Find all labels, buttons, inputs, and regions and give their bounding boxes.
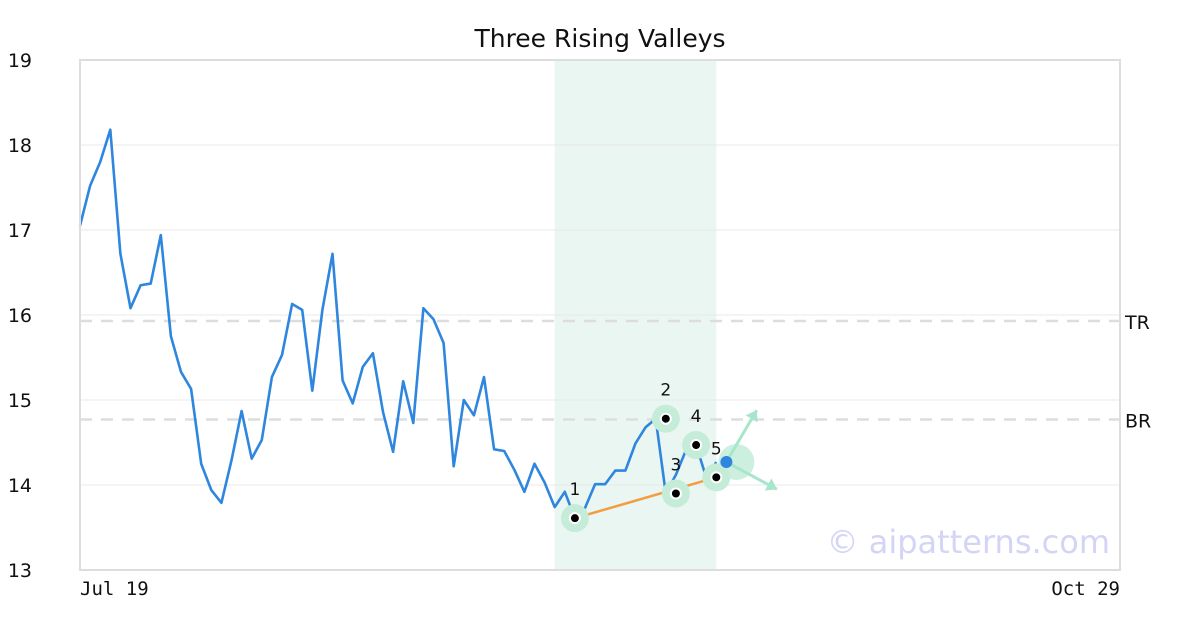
chart-title: Three Rising Valleys [474, 24, 726, 53]
y-tick-label: 19 [8, 50, 32, 72]
last-price-dot [720, 456, 733, 469]
point-label: 2 [660, 381, 671, 401]
level-label: BR [1125, 411, 1151, 433]
y-tick-label: 14 [8, 475, 32, 497]
point-marker [690, 439, 703, 452]
y-tick-label: 13 [8, 560, 32, 582]
y-tick-label: 15 [8, 390, 32, 412]
point-marker [568, 512, 581, 525]
pattern-layer: 1 2 3 45 [560, 381, 778, 533]
point-label: 1 [569, 480, 580, 500]
trendline [574, 476, 717, 520]
projection-down-arrowhead [764, 478, 777, 491]
y-tick-label: 18 [8, 135, 32, 157]
y-tick-label: 16 [8, 305, 32, 327]
point-marker [669, 487, 682, 500]
watermark: © aipatterns.com [827, 523, 1110, 561]
point-marker [659, 412, 672, 425]
x-tick-label: Oct 29 [1051, 578, 1120, 600]
x-tick-label: Jul 19 [80, 578, 149, 600]
grid-layer [80, 144, 1120, 486]
point-label: 5 [711, 439, 722, 459]
projection-up-arrow [725, 409, 758, 463]
level-label: TR [1124, 312, 1150, 334]
plot-frame [79, 59, 1121, 571]
projection-up-arrowhead [745, 410, 758, 423]
point-marker [710, 471, 723, 484]
price-line [78, 128, 718, 520]
point-label: 4 [691, 407, 702, 427]
level-layer: TR BR [80, 312, 1151, 433]
y-tick-label: 17 [8, 220, 32, 242]
point-label: 3 [670, 456, 681, 476]
series-layer [78, 128, 718, 520]
